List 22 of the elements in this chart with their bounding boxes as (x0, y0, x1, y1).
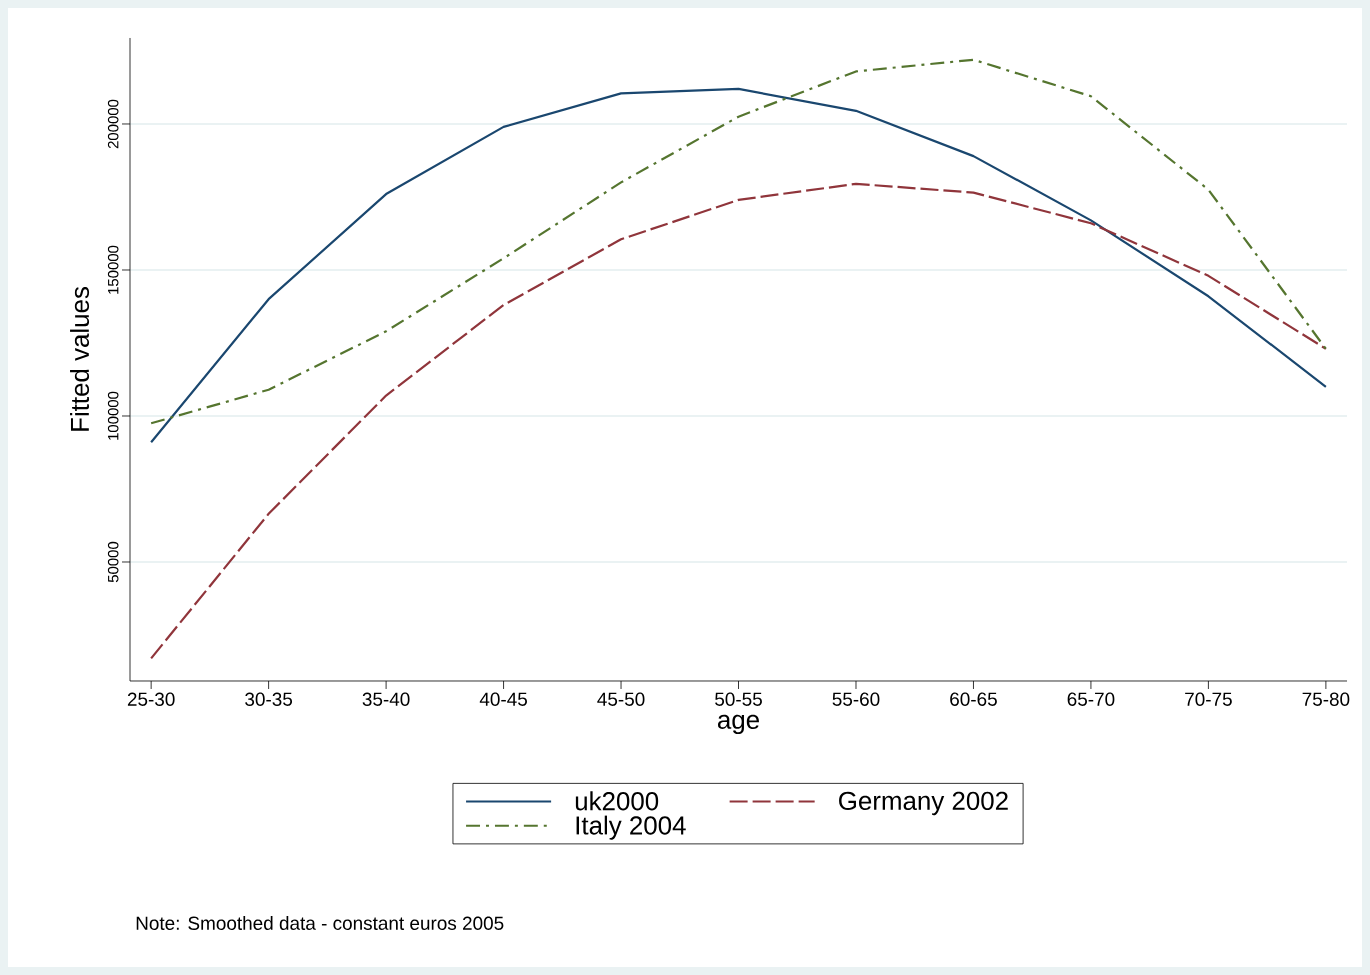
legend-label: Germany 2002 (839, 791, 1008, 816)
legend-label: Italy 2004 (576, 815, 686, 840)
x-tick-label: 75-80 (1302, 692, 1350, 706)
x-tick-label: 25-30 (127, 692, 175, 706)
x-tick-label: 55-60 (832, 692, 880, 706)
x-tick-label: 50-55 (715, 692, 762, 706)
y-tick-label: 100000 (107, 391, 119, 440)
x-tick-label: 35-40 (362, 692, 410, 706)
line-series (150, 182, 1327, 660)
y-tick-label: 150000 (107, 245, 119, 294)
x-tick-label: 70-75 (1185, 692, 1232, 706)
legend-label: uk2000 (575, 791, 659, 811)
text: Note: Smoothed data - constant euros 2005 (136, 916, 504, 930)
y-axis-title: Fitted values (70, 287, 90, 431)
x-tick-label: 60-65 (950, 692, 997, 706)
x-tick-label: 65-70 (1067, 692, 1115, 706)
y-tick-label: 50000 (107, 541, 119, 583)
x-tick-label: 30-35 (245, 692, 293, 706)
x-tick-label: 40-45 (479, 692, 527, 706)
y-tick-label: 200000 (107, 99, 119, 149)
x-axis-title: age (718, 714, 759, 735)
x-tick-label: 45-50 (597, 692, 645, 706)
